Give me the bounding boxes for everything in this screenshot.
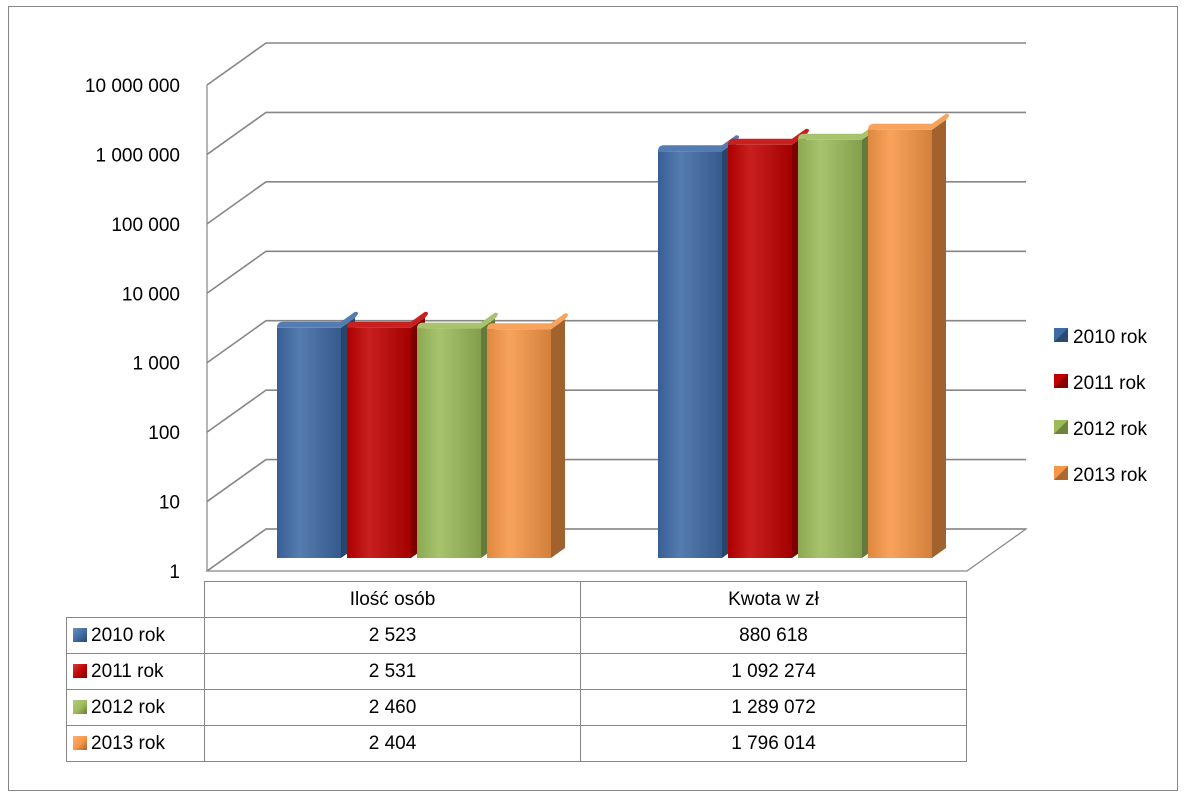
legend-swatch-shade — [1054, 328, 1068, 342]
table-corner — [66, 581, 205, 618]
bar-top — [728, 128, 809, 145]
bar-front — [868, 129, 932, 558]
table-cell: 2 523 — [204, 617, 581, 654]
legend-label: 2011 rok — [1073, 373, 1146, 394]
table-header-row: Ilość osób Kwota w zł — [66, 581, 967, 618]
bar-front — [487, 329, 551, 558]
y-tick-label: 10 — [159, 493, 180, 514]
bar-front — [347, 327, 411, 558]
table-cell: 2 404 — [204, 725, 581, 762]
legend-key-icon — [73, 735, 87, 750]
legend-key-icon — [73, 663, 87, 678]
table-cell: 2 531 — [204, 653, 581, 690]
bar-top — [798, 123, 879, 140]
table-row: 2011 rok 2 531 1 092 274 — [66, 653, 967, 690]
bar — [277, 311, 358, 558]
table-row: 2013 rok 2 404 1 796 014 — [66, 725, 967, 762]
bar-side — [932, 119, 946, 558]
bar — [487, 313, 568, 558]
table-cell: 880 618 — [580, 617, 967, 654]
legend-label: 2010 rok — [1073, 327, 1147, 348]
y-tick-label: 100 000 — [111, 215, 180, 236]
table-row-header: 2012 rok — [66, 689, 205, 726]
table-row-header: 2013 rok — [66, 725, 205, 762]
legend-label: 2012 rok — [1073, 419, 1147, 440]
legend-item: 2010 rok — [1054, 327, 1147, 348]
bar-top — [347, 311, 428, 328]
table-cell: 1 796 014 — [580, 725, 967, 762]
bar — [868, 113, 949, 558]
table-cell: 2 460 — [204, 689, 581, 726]
y-tick-label: 1 000 — [132, 354, 180, 375]
bar-front — [728, 144, 792, 558]
bar — [798, 123, 879, 558]
bar-top — [868, 113, 949, 130]
legend-swatch-shade — [1054, 420, 1068, 434]
bar-top — [277, 311, 358, 328]
chart-bars — [277, 113, 949, 558]
y-axis-ticks: 1 10 100 1 000 10 000 100 000 1 000 000 10 000 … — [85, 76, 180, 583]
y-tick-label: 1 000 000 — [95, 145, 180, 166]
bar-front — [277, 327, 341, 558]
bar-top — [487, 313, 568, 330]
bar-front — [798, 139, 862, 558]
y-tick-label: 10 000 000 — [85, 76, 180, 97]
bar-side — [551, 319, 565, 558]
gridline — [206, 111, 1026, 156]
table-cell: 1 092 274 — [580, 653, 967, 690]
series-name: 2010 rok — [91, 624, 165, 646]
table-row-header: 2011 rok — [66, 653, 205, 690]
legend-key-icon — [73, 627, 87, 642]
chart-data-table: Ilość osób Kwota w zł 2010 rok 2 523 880… — [66, 581, 967, 762]
y-tick-label: 10 000 — [122, 284, 180, 305]
bar-top — [658, 135, 739, 152]
legend-key-icon — [73, 699, 87, 714]
legend-swatch-shade — [1054, 466, 1068, 480]
legend-swatch-shade — [1054, 374, 1068, 388]
bar — [417, 312, 498, 558]
bar-top — [417, 312, 498, 329]
legend-item: 2011 rok — [1054, 373, 1146, 394]
bar-front — [417, 328, 481, 558]
y-tick-label: 1 — [169, 562, 180, 583]
table-row: 2010 rok 2 523 880 618 — [66, 617, 967, 654]
legend-label: 2013 rok — [1073, 465, 1147, 486]
series-name: 2012 rok — [91, 696, 165, 718]
y-tick-label: 100 — [148, 423, 180, 444]
legend-item: 2013 rok — [1054, 465, 1147, 486]
series-name: 2011 rok — [91, 660, 164, 682]
bar — [347, 311, 428, 558]
table-row: 2012 rok 2 460 1 289 072 — [66, 689, 967, 726]
legend-item: 2012 rok — [1054, 419, 1147, 440]
bar — [728, 128, 809, 558]
bar — [658, 135, 739, 558]
bar-front — [658, 151, 722, 558]
gridline — [206, 42, 1026, 86]
table-row-header: 2010 rok — [66, 617, 205, 654]
table-col-header: Kwota w zł — [580, 581, 967, 618]
table-col-header: Ilość osób — [204, 581, 581, 618]
series-name: 2013 rok — [91, 732, 165, 754]
chart-legend: 2010 rok 2011 rok 2012 rok 2013 rok — [1054, 327, 1147, 486]
table-cell: 1 289 072 — [580, 689, 967, 726]
